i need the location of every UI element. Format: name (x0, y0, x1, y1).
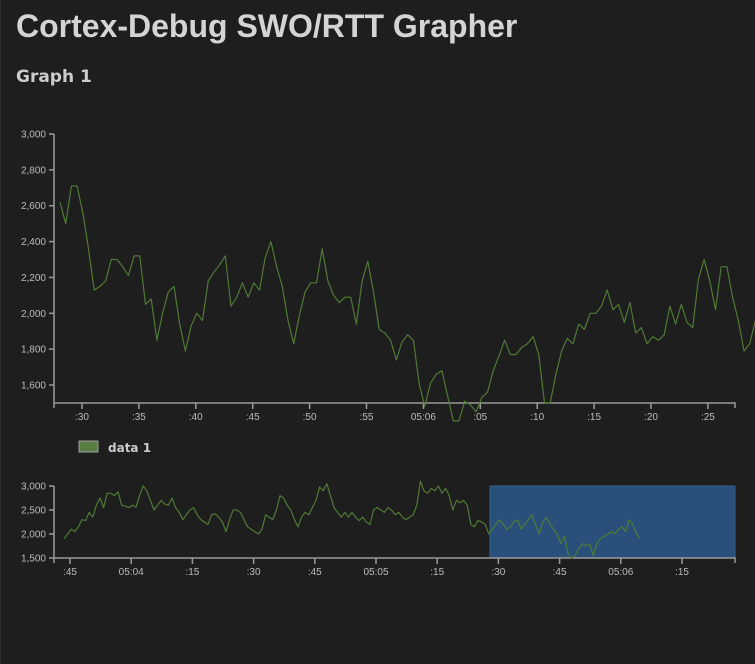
y-tick-label: 2,500 (21, 506, 46, 517)
main-series-line (59, 185, 755, 422)
x-tick-label: 05:06 (608, 567, 633, 578)
x-tick-label: :30 (491, 567, 505, 578)
x-tick-label: :05 (473, 412, 487, 423)
main-chart[interactable]: 3,000 2,800 2,600 2,400 2,200 2,000 1,800 1,600… (21, 130, 755, 424)
y-tick-label: 2,400 (21, 237, 46, 248)
x-tick-label: :30 (75, 412, 89, 423)
navigator-x-axis: :45 05:04 :15 :30 :45 05:05 :15 :30 :45 05:06 :15 (53, 557, 736, 578)
x-tick-label: 05:06 (411, 412, 436, 423)
x-tick-label: :45 (246, 412, 260, 423)
x-tick-label: :10 (530, 412, 544, 423)
y-tick-label: 2,000 (21, 530, 46, 541)
y-tick-label: 3,000 (21, 130, 46, 141)
x-tick-label: :20 (644, 412, 658, 423)
x-tick-label: :30 (247, 567, 261, 578)
x-tick-label: :25 (701, 412, 715, 423)
legend-item[interactable]: data 1 (78, 440, 151, 455)
app-title: Cortex-Debug SWO/RTT Grapher (16, 8, 518, 44)
y-tick-label: 1,600 (21, 381, 46, 392)
x-tick-label: :40 (189, 412, 203, 423)
x-tick-label: :15 (675, 567, 689, 578)
x-tick-label: 05:05 (363, 567, 388, 578)
legend-swatch-icon (78, 440, 99, 453)
y-tick-label: 2,600 (21, 201, 46, 212)
y-tick-label: 3,000 (21, 482, 46, 493)
x-tick-label: :55 (360, 412, 374, 423)
main-x-axis: :30 :35 :40 :45 :50 :55 05:06 :05 :10 :15 :20 :25 (53, 402, 736, 423)
x-tick-label: :15 (587, 412, 601, 423)
y-tick-label: 1,800 (21, 345, 46, 356)
graph-title: Graph 1 (16, 67, 92, 87)
navigator-chart[interactable]: 3,000 2,500 2,000 1,500 :45 05:04 :15 :30 :45 05… (21, 480, 736, 578)
x-tick-label: :45 (63, 567, 77, 578)
brush-selection[interactable] (489, 485, 736, 559)
legend-label: data 1 (108, 441, 151, 455)
navigator-y-axis: 3,000 2,500 2,000 1,500 (21, 482, 55, 565)
x-tick-label: :45 (308, 567, 322, 578)
x-tick-label: :15 (185, 567, 199, 578)
main-y-axis: 3,000 2,800 2,600 2,400 2,200 2,000 1,800 1,600 (21, 130, 55, 403)
x-tick-label: :15 (430, 567, 444, 578)
x-tick-label: 05:04 (119, 567, 144, 578)
y-tick-label: 1,500 (21, 554, 46, 565)
y-tick-label: 2,000 (21, 309, 46, 320)
y-tick-label: 2,200 (21, 273, 46, 284)
y-tick-label: 2,800 (21, 165, 46, 176)
x-tick-label: :35 (132, 412, 146, 423)
navigator-series-line (63, 480, 641, 559)
x-tick-label: :45 (553, 567, 567, 578)
x-tick-label: :50 (303, 412, 317, 423)
